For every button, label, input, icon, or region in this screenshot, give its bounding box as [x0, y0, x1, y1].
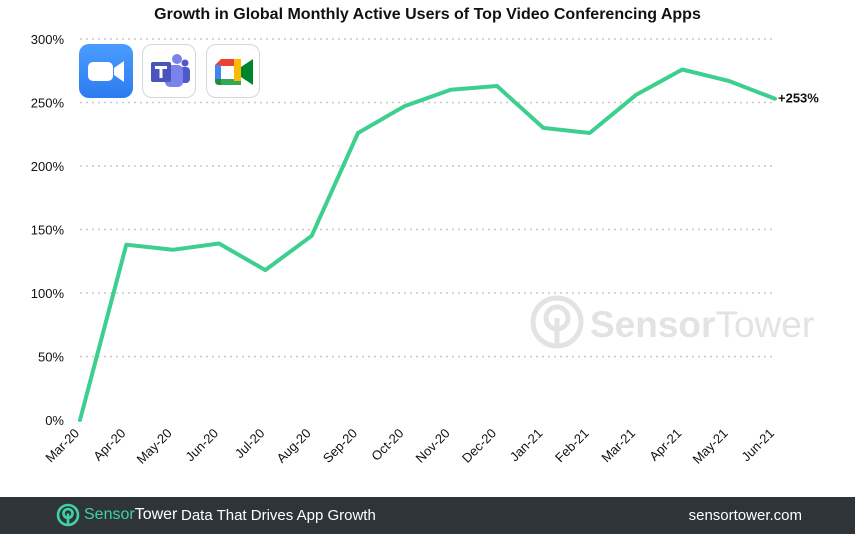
sensortower-logo-icon	[56, 503, 80, 527]
series-line	[78, 67, 777, 422]
x-tick-label: May-21	[690, 426, 731, 467]
y-tick-label: 250%	[31, 96, 65, 111]
x-tick-label: Jan-21	[507, 426, 546, 465]
x-tick-label: Feb-21	[552, 426, 592, 466]
google-meet-icon	[206, 44, 260, 98]
footer-brand[interactable]: SensorTower	[84, 506, 177, 524]
grid-lines	[80, 38, 775, 358]
y-tick-label: 150%	[31, 223, 65, 238]
x-tick-label: Jun-21	[738, 426, 777, 465]
x-tick-label: Oct-20	[368, 426, 406, 464]
watermark-logo-icon	[530, 295, 584, 349]
y-axis-tick-labels: 0% 50% 100% 150% 200% 250% 300%	[31, 32, 65, 428]
y-tick-label: 50%	[38, 350, 64, 365]
sensortower-watermark: SensorTower	[530, 295, 814, 349]
x-tick-label: Aug-20	[274, 426, 314, 466]
x-tick-label: Nov-20	[413, 426, 453, 466]
y-tick-label: 300%	[31, 32, 65, 47]
x-tick-label: Apr-21	[646, 426, 684, 464]
y-tick-label: 200%	[31, 159, 65, 174]
y-tick-label: 0%	[45, 413, 64, 428]
footer-bar: SensorTower Data That Drives App Growth …	[0, 497, 855, 534]
chart-title: Growth in Global Monthly Active Users of…	[154, 6, 701, 23]
x-tick-label: Apr-20	[90, 426, 128, 464]
x-tick-label: Mar-21	[598, 426, 638, 466]
end-value-label: +253%	[778, 91, 819, 106]
zoom-icon	[79, 44, 133, 98]
x-tick-label: May-20	[134, 426, 175, 467]
watermark-text-part1: Sensor	[590, 304, 715, 345]
line-chart: SensorTower 0% 50% 100% 150% 200% 250% 300% Ma…	[31, 32, 820, 467]
x-tick-label: Dec-20	[459, 426, 499, 466]
footer-url-link[interactable]: sensortower.com	[688, 507, 802, 524]
x-tick-label: Jun-20	[182, 426, 221, 465]
footer-brand-part2: Tower	[134, 506, 178, 523]
series-layer: +253%	[78, 67, 819, 422]
footer-tagline: Data That Drives App Growth	[181, 507, 376, 524]
watermark-text-part2: Tower	[715, 304, 814, 345]
x-tick-label: Mar-20	[42, 426, 82, 466]
footer-brand-part1: Sensor	[84, 506, 135, 523]
x-axis-tick-labels: Mar-20 Apr-20 May-20 Jun-20 Jul-20 Aug-20 Sep-…	[42, 426, 777, 467]
svg-text:SensorTower: SensorTower	[590, 304, 814, 345]
teams-icon	[142, 44, 196, 98]
x-tick-label: Jul-20	[232, 426, 268, 462]
x-tick-label: Sep-20	[320, 426, 360, 466]
y-tick-label: 100%	[31, 286, 65, 301]
